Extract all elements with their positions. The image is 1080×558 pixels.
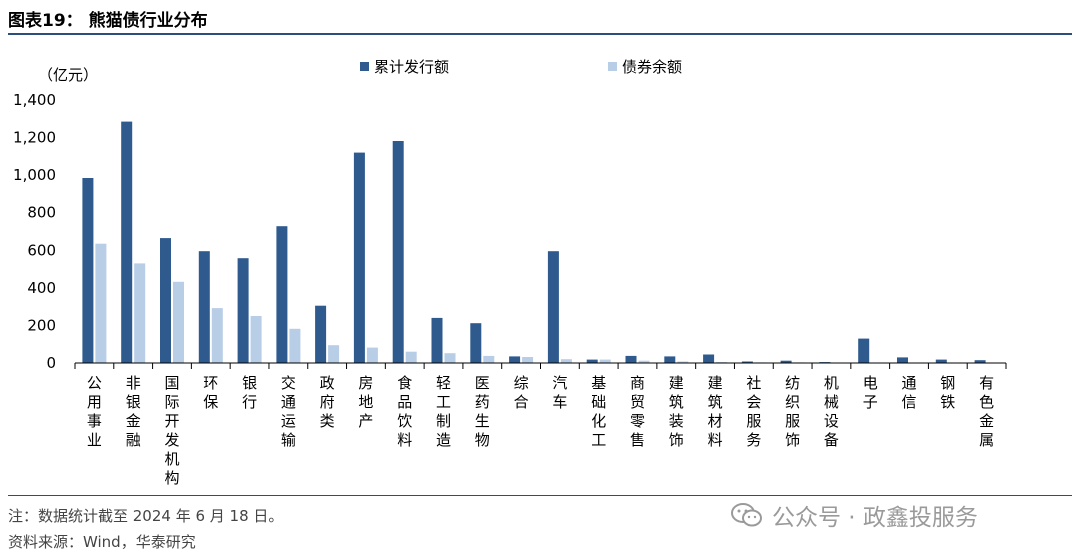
bar-cumulative-issuance — [276, 226, 288, 363]
bar-cumulative-issuance — [392, 141, 404, 363]
source-note: 资料来源：Wind，华泰研究 — [8, 533, 196, 551]
x-category-label: 房地产 — [358, 374, 373, 430]
x-category-label: 食品饮料 — [397, 374, 412, 449]
y-tick-label: 1,400 — [13, 91, 56, 109]
x-category-label: 社会服务 — [746, 374, 761, 449]
bar-cumulative-issuance — [741, 361, 753, 363]
x-axis-ticks — [74, 363, 1007, 369]
y-axis-unit: （亿元） — [38, 66, 98, 84]
y-tick-label: 400 — [27, 279, 56, 297]
x-category-label: 钢铁 — [940, 374, 955, 411]
bar-cumulative-issuance — [353, 152, 365, 363]
x-category-label: 通信 — [901, 374, 916, 411]
x-category-label: 国际开发机构 — [164, 374, 179, 487]
x-category-label: 环保 — [203, 374, 218, 411]
bar-outstanding-balance — [638, 360, 650, 363]
bars — [82, 121, 999, 363]
bar-cumulative-issuance — [509, 356, 521, 363]
bar-cumulative-issuance — [431, 317, 443, 363]
footnote: 注：数据统计截至 2024 年 6 月 18 日。 — [8, 507, 284, 525]
x-category-label: 电子 — [863, 374, 878, 411]
bar-outstanding-balance — [95, 243, 107, 363]
bar-cumulative-issuance — [974, 360, 986, 363]
x-category-label: 非银金融 — [126, 374, 141, 449]
footer-rule — [8, 495, 1072, 496]
bar-cumulative-issuance — [470, 323, 482, 363]
bar-outstanding-balance — [599, 359, 611, 363]
bar-outstanding-balance — [560, 359, 572, 363]
watermark: 公众号 · 政鑫投服务 — [730, 498, 978, 532]
y-axis-ticks: 0 200 400 600 800 1,000 1,200 1,400 — [13, 91, 56, 372]
bar-outstanding-balance — [444, 353, 456, 363]
watermark-text: 公众号 · 政鑫投服务 — [772, 505, 978, 531]
bar-cumulative-issuance — [897, 357, 908, 363]
wechat-icon — [731, 503, 762, 527]
bar-outstanding-balance — [677, 361, 689, 363]
bar-cumulative-issuance — [82, 178, 94, 363]
bar-cumulative-issuance — [858, 338, 870, 363]
bar-chart: 累计发行额 债券余额 （亿元） 0 200 400 600 800 1,000 1,200 1… — [13, 58, 1007, 487]
bar-cumulative-issuance — [547, 251, 559, 363]
bar-cumulative-issuance — [198, 251, 210, 363]
x-category-label: 交通运输 — [281, 374, 296, 449]
bar-cumulative-issuance — [703, 354, 715, 363]
x-category-label: 政府类 — [320, 374, 335, 430]
x-category-label: 纺织服饰 — [785, 374, 800, 449]
x-category-label: 医药生物 — [475, 374, 490, 449]
x-category-label: 建筑装饰 — [669, 374, 684, 449]
y-tick-label: 1,200 — [13, 129, 56, 147]
x-category-label: 有色金属 — [979, 374, 994, 449]
x-category-label: 综合 — [514, 374, 529, 411]
x-category-label: 银行 — [242, 374, 257, 411]
y-tick-label: 600 — [27, 241, 56, 259]
bar-cumulative-issuance — [664, 356, 676, 363]
bar-outstanding-balance — [328, 345, 340, 363]
bar-outstanding-balance — [173, 281, 184, 363]
x-category-label: 商贸零售 — [630, 374, 645, 449]
legend-label-outstanding: 债券余额 — [622, 58, 682, 76]
y-tick-label: 200 — [27, 316, 56, 334]
bar-outstanding-balance — [483, 355, 495, 363]
bar-outstanding-balance — [250, 316, 262, 363]
x-category-label: 机械设备 — [824, 374, 839, 449]
x-category-label: 建筑材料 — [708, 374, 723, 449]
bar-outstanding-balance — [522, 357, 534, 363]
legend-swatch-outstanding — [608, 62, 617, 71]
bar-cumulative-issuance — [625, 355, 637, 363]
x-category-label: 汽车 — [552, 374, 567, 411]
bar-outstanding-balance — [211, 308, 223, 363]
x-category-label: 公用事业 — [87, 374, 102, 449]
figure-title: 图表19： 熊猫债行业分布 — [8, 11, 208, 31]
title-rule — [8, 33, 1072, 35]
bar-cumulative-issuance — [160, 238, 171, 363]
x-category-label: 基础化工 — [591, 374, 606, 449]
y-tick-label: 1,000 — [13, 166, 56, 184]
bar-cumulative-issuance — [780, 360, 792, 363]
bar-cumulative-issuance — [315, 305, 327, 363]
legend-swatch-cumulative — [360, 62, 369, 71]
bar-outstanding-balance — [134, 263, 146, 363]
bar-outstanding-balance — [289, 328, 301, 363]
y-tick-label: 800 — [27, 204, 56, 222]
bar-cumulative-issuance — [237, 258, 249, 363]
bar-cumulative-issuance — [586, 359, 598, 363]
bar-outstanding-balance — [366, 347, 378, 363]
legend-label-cumulative: 累计发行额 — [374, 58, 449, 76]
y-tick-label: 0 — [46, 354, 56, 372]
legend: 累计发行额 债券余额 — [360, 58, 682, 76]
x-category-label: 轻工制造 — [436, 374, 451, 449]
bar-cumulative-issuance — [121, 121, 133, 363]
bar-outstanding-balance — [405, 351, 417, 363]
bar-cumulative-issuance — [935, 359, 947, 363]
